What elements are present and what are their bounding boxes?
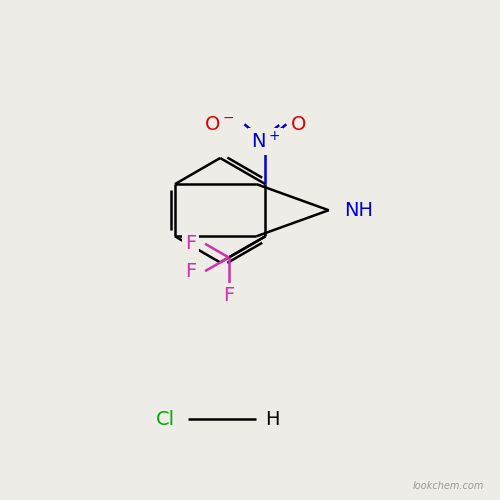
Text: O$^-$: O$^-$: [204, 115, 234, 134]
Text: NH: NH: [344, 200, 374, 220]
Text: lookchem.com: lookchem.com: [412, 481, 484, 491]
Text: F: F: [223, 286, 234, 305]
Text: F: F: [185, 262, 196, 280]
Text: Cl: Cl: [156, 410, 176, 428]
Text: O: O: [292, 115, 306, 134]
Text: F: F: [185, 234, 196, 254]
Text: H: H: [265, 410, 280, 428]
Text: N$^+$: N$^+$: [250, 131, 280, 152]
